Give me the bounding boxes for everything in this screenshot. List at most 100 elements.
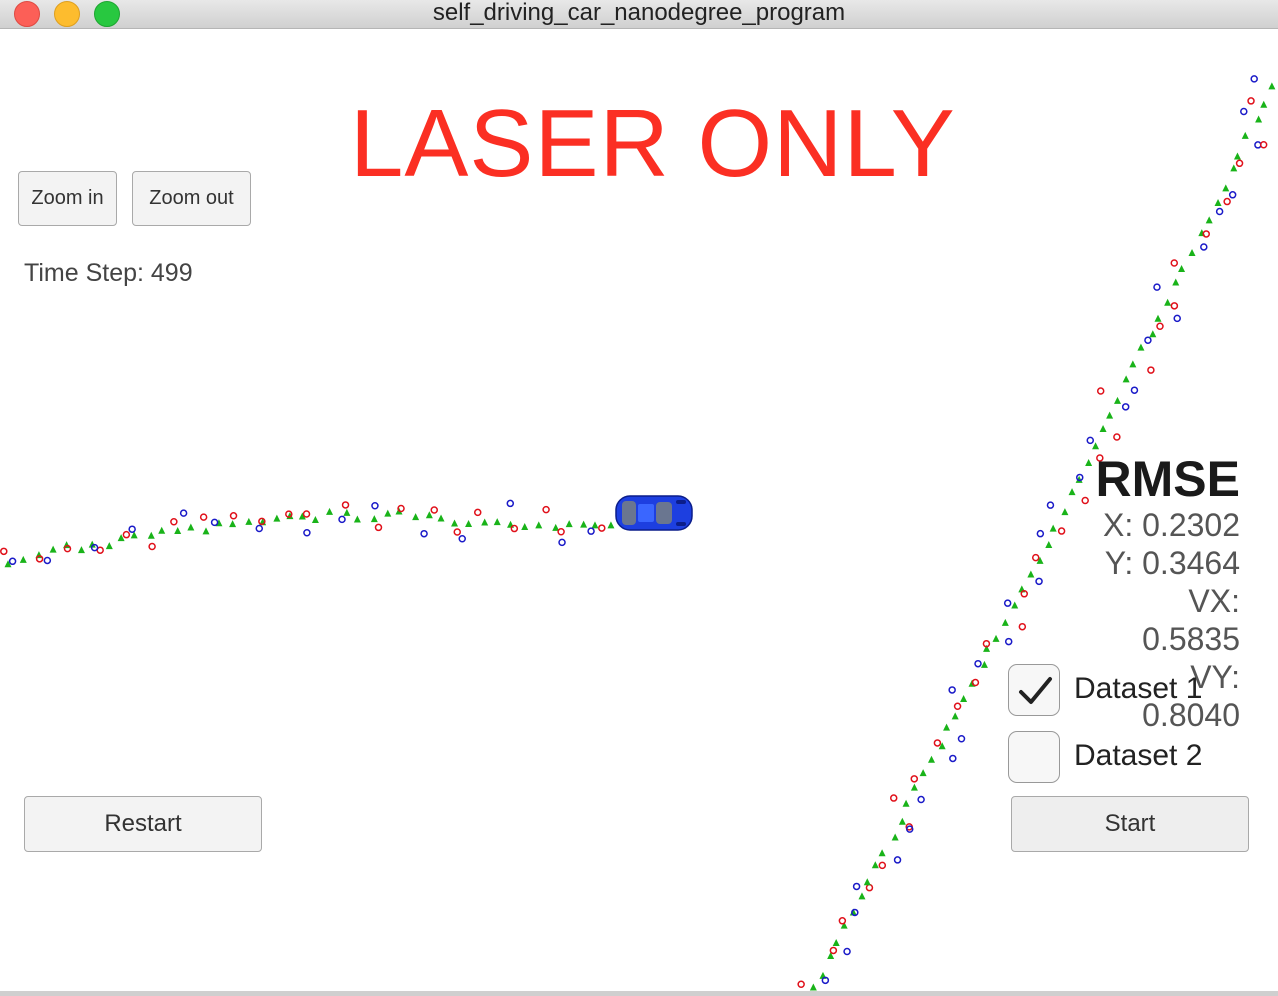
radar-marker: [917, 795, 925, 804]
lidar-marker: [1096, 454, 1104, 462]
radar-marker: [1240, 107, 1248, 116]
estimate-marker: [591, 521, 599, 529]
lidar-marker: [1259, 140, 1268, 149]
estimate-marker: [938, 742, 946, 750]
estimate-marker: [343, 508, 351, 516]
lidar-marker: [1156, 322, 1164, 330]
estimate-marker: [992, 634, 1000, 642]
estimate-marker: [105, 542, 113, 550]
estimate-marker: [298, 512, 306, 520]
radar-marker: [558, 538, 566, 547]
close-window-button[interactable]: [14, 1, 40, 27]
lidar-marker: [1247, 97, 1255, 105]
lidar-marker: [229, 512, 238, 520]
radar-marker: [852, 882, 861, 891]
estimate-marker: [49, 545, 57, 553]
radar-marker: [851, 908, 859, 917]
lidar-marker: [199, 513, 208, 521]
estimate-marker: [1222, 184, 1230, 192]
estimate-marker: [878, 849, 886, 857]
radar-marker: [1173, 314, 1181, 323]
estimate-marker: [565, 520, 573, 528]
lidar-marker: [838, 917, 847, 925]
restart-button[interactable]: Restart: [24, 796, 262, 852]
lidar-marker: [1235, 159, 1244, 168]
rmse-vy: VY: 0.8040: [1142, 659, 1240, 733]
estimate-marker: [1268, 82, 1276, 90]
lidar-marker: [285, 510, 293, 518]
estimate-marker: [1061, 508, 1069, 516]
radar-marker: [1228, 191, 1237, 199]
estimate-marker: [202, 527, 210, 535]
radar-marker: [893, 856, 902, 864]
estimate-marker: [983, 644, 991, 652]
window-titlebar: self_driving_car_nanodegree_program: [0, 0, 1278, 29]
start-button[interactable]: Start: [1011, 796, 1249, 852]
radar-marker: [1046, 501, 1055, 509]
radar-marker: [506, 499, 515, 508]
radar-marker: [1003, 599, 1012, 607]
estimate-marker: [353, 515, 361, 523]
radar-marker: [1200, 243, 1208, 251]
checkmark-icon: [1019, 677, 1052, 704]
lidar-marker: [374, 523, 383, 532]
radar-marker: [1086, 436, 1095, 445]
zoom-out-button[interactable]: Zoom out: [132, 171, 251, 226]
car-icon: [615, 495, 693, 531]
estimate-marker: [1137, 343, 1145, 351]
radar-marker: [949, 754, 957, 763]
estimate-marker: [1075, 475, 1083, 483]
zoom-in-button[interactable]: Zoom in: [18, 171, 117, 226]
estimate-marker: [1154, 314, 1162, 322]
estimate-marker: [1092, 442, 1100, 450]
estimate-marker: [1045, 540, 1053, 548]
simulation-canvas: [0, 75, 1276, 991]
dataset-2-checkbox[interactable]: [1008, 731, 1060, 783]
radar-marker: [1215, 207, 1224, 216]
radar-marker: [957, 734, 966, 743]
radar-marker: [8, 557, 17, 566]
status-strip: [0, 991, 1278, 996]
lidar-marker: [542, 505, 550, 514]
measurement-markers: [0, 75, 1276, 991]
radar-marker: [1121, 403, 1130, 411]
estimate-marker: [552, 523, 560, 531]
radar-marker: [210, 518, 219, 527]
estimate-marker: [1085, 458, 1093, 466]
lidar-marker: [302, 510, 311, 518]
lidar-marker: [148, 542, 156, 551]
rmse-title: RMSE: [1095, 451, 1240, 507]
estimate-marker: [1011, 601, 1019, 609]
estimate-marker: [174, 527, 182, 535]
estimate-marker: [370, 515, 378, 523]
time-step-label: Time Step: 499: [24, 259, 193, 287]
estimate-marker: [158, 526, 166, 534]
mode-headline: LASER ONLY: [350, 90, 956, 197]
lidar-marker: [122, 530, 131, 539]
estimate-marker: [229, 520, 237, 528]
radar-marker: [843, 947, 851, 956]
lidar-marker: [63, 544, 72, 553]
estimate-marker: [1172, 278, 1180, 286]
minimize-window-button[interactable]: [54, 1, 80, 27]
lidar-marker: [889, 794, 898, 802]
radar-marker: [338, 515, 346, 524]
radar-marker: [587, 527, 595, 535]
estimate-marker: [1214, 199, 1222, 207]
estimate-marker: [493, 518, 501, 526]
radar-marker: [371, 502, 379, 510]
estimate-marker: [451, 519, 459, 527]
radar-marker: [905, 825, 914, 833]
rmse-y: Y: 0.3464: [1104, 545, 1240, 581]
estimate-marker: [187, 523, 195, 531]
radar-marker: [179, 509, 188, 517]
estimate-marker: [535, 521, 543, 529]
estimate-marker: [1233, 152, 1241, 160]
lidar-marker: [933, 739, 942, 747]
dataset-1-checkbox[interactable]: [1008, 664, 1060, 716]
dataset-1-label: Dataset 1: [1074, 672, 1203, 705]
lidar-marker: [1202, 230, 1210, 238]
estimate-marker: [943, 723, 951, 731]
maximize-window-button[interactable]: [94, 1, 120, 27]
radar-marker: [128, 525, 136, 533]
